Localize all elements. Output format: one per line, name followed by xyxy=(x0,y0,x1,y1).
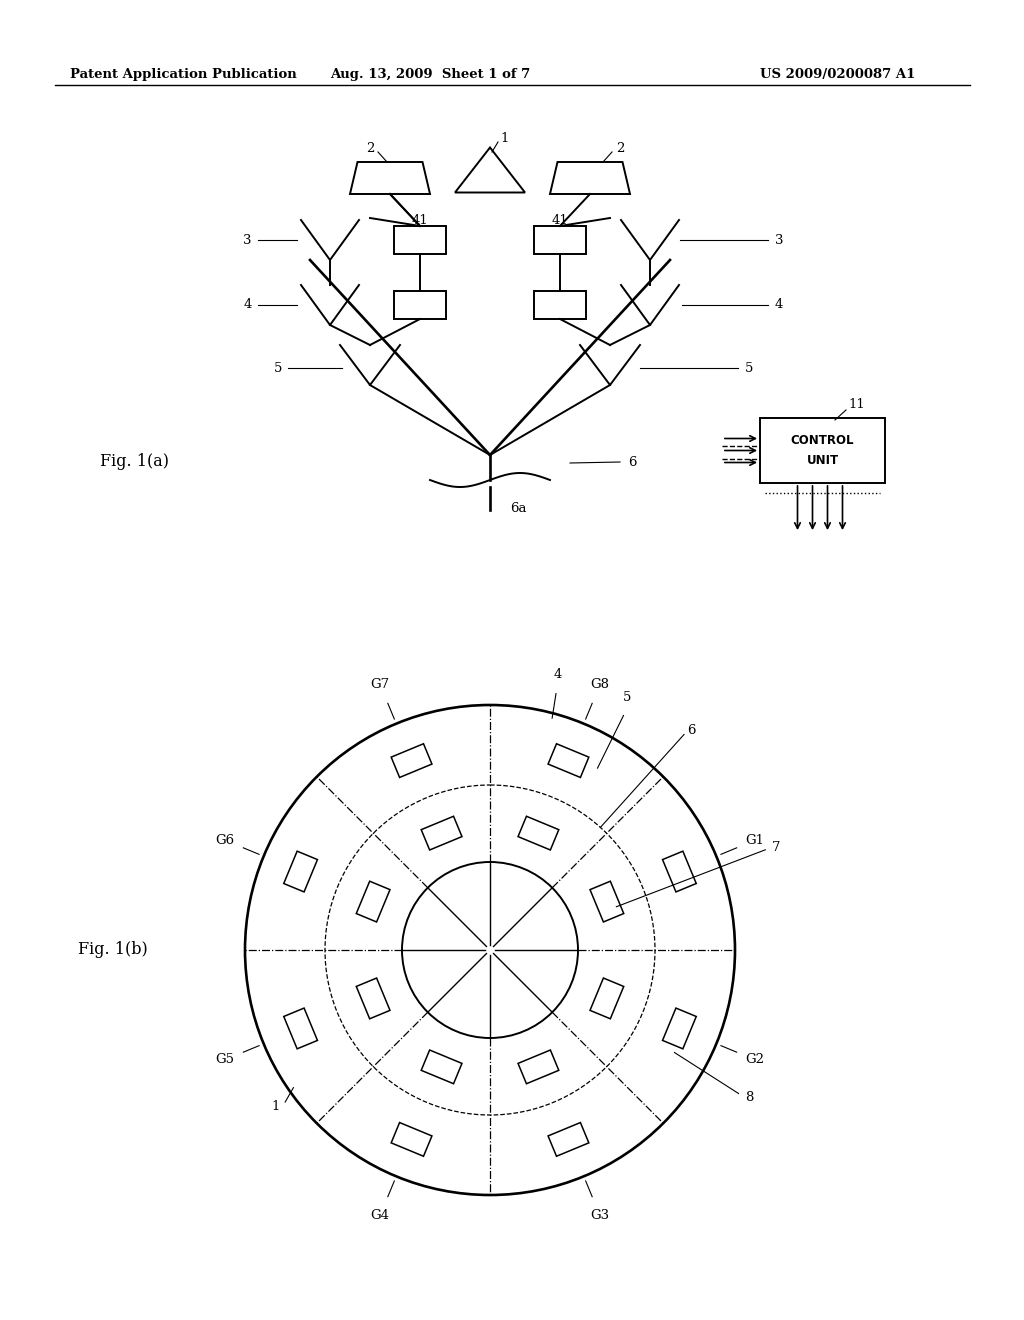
Text: 3: 3 xyxy=(775,234,783,247)
Text: G1: G1 xyxy=(745,834,765,846)
Bar xyxy=(760,418,885,483)
Text: 2: 2 xyxy=(366,141,374,154)
Text: 41: 41 xyxy=(412,214,428,227)
Bar xyxy=(394,290,446,319)
Text: 1: 1 xyxy=(271,1100,280,1113)
Text: G7: G7 xyxy=(371,678,390,692)
Text: US 2009/0200087 A1: US 2009/0200087 A1 xyxy=(760,69,915,81)
Text: G6: G6 xyxy=(215,834,234,846)
Text: Fig. 1(a): Fig. 1(a) xyxy=(100,454,169,470)
Text: 6a: 6a xyxy=(510,502,526,515)
Text: 3: 3 xyxy=(244,234,252,247)
Text: Patent Application Publication: Patent Application Publication xyxy=(70,69,297,81)
Text: G3: G3 xyxy=(590,1209,609,1221)
Text: Aug. 13, 2009  Sheet 1 of 7: Aug. 13, 2009 Sheet 1 of 7 xyxy=(330,69,530,81)
Text: 5: 5 xyxy=(745,362,754,375)
Text: 1: 1 xyxy=(500,132,508,144)
Text: 6: 6 xyxy=(687,725,696,738)
Text: 4: 4 xyxy=(553,668,561,681)
Text: 8: 8 xyxy=(745,1092,754,1104)
Bar xyxy=(534,290,586,319)
Text: 4: 4 xyxy=(775,298,783,312)
Bar xyxy=(534,226,586,253)
Text: G2: G2 xyxy=(745,1053,765,1067)
Text: UNIT: UNIT xyxy=(807,454,839,467)
Text: 5: 5 xyxy=(273,362,282,375)
Text: G5: G5 xyxy=(215,1053,234,1067)
Text: 2: 2 xyxy=(615,141,625,154)
Bar xyxy=(394,226,446,253)
Text: 41: 41 xyxy=(552,214,568,227)
Text: 11: 11 xyxy=(848,399,864,412)
Text: 5: 5 xyxy=(624,690,632,704)
Text: 7: 7 xyxy=(772,841,780,854)
Text: 4: 4 xyxy=(244,298,252,312)
Text: G4: G4 xyxy=(371,1209,390,1221)
Text: Fig. 1(b): Fig. 1(b) xyxy=(78,941,147,958)
Text: CONTROL: CONTROL xyxy=(791,434,854,447)
Text: G8: G8 xyxy=(590,678,609,692)
Text: 6: 6 xyxy=(628,455,637,469)
